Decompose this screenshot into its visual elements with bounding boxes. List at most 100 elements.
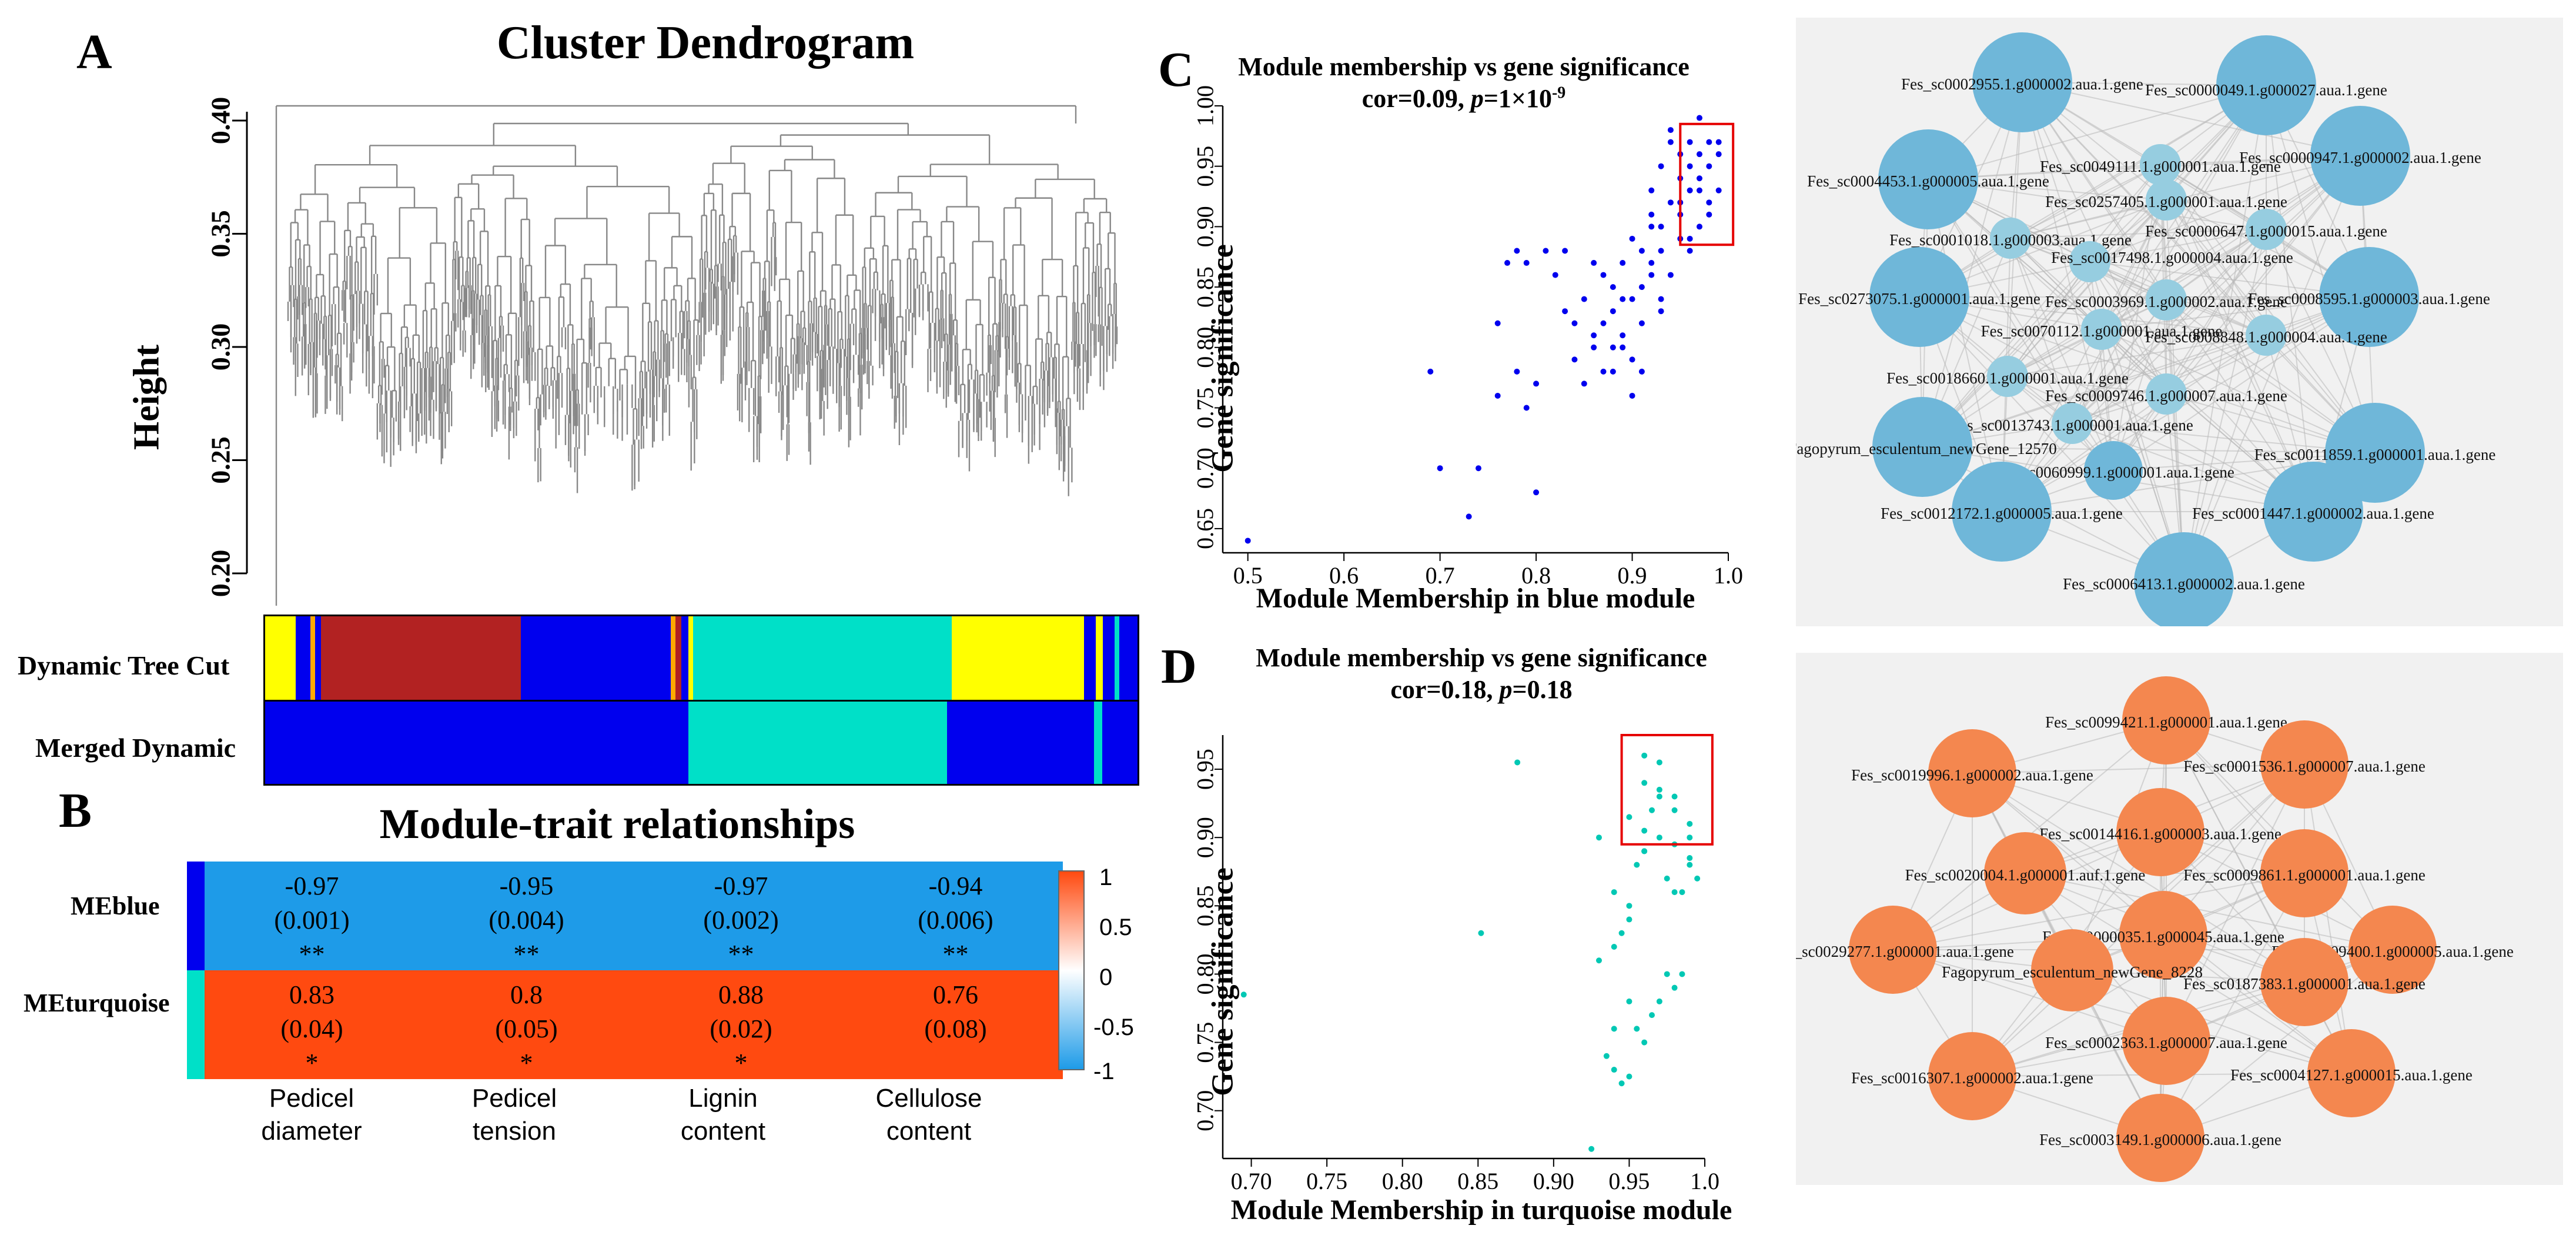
scatter-point	[1466, 513, 1472, 520]
scatter-point	[1600, 320, 1607, 326]
scatter-point	[1658, 296, 1664, 302]
scatter-point	[1641, 1039, 1648, 1046]
scatter-point	[1696, 187, 1702, 193]
node-label: Fes_sc0000049.1.g000027.aua.1.gene	[2145, 81, 2387, 99]
network-edge	[2001, 199, 2167, 512]
network-edge	[1928, 179, 2167, 395]
node-label: Fes_sc0002363.1.g000007.aua.1.gene	[2045, 1034, 2287, 1051]
node-label: Fes_sc0049111.1.g000001.aua.1.gene	[2040, 158, 2281, 175]
scatter-point	[1562, 308, 1568, 315]
scatter-point	[1706, 211, 1712, 218]
network-node	[2081, 309, 2122, 350]
cell-sig: **	[942, 940, 969, 969]
panel-a-title: Cluster Dendrogram	[496, 17, 915, 69]
panel-a-y-ticks: 0.20 0.25 0.30 0.35 0.40	[206, 97, 247, 597]
x-tick-label: 0.8	[1521, 562, 1551, 589]
panel-letter-a: A	[76, 25, 112, 79]
heatmap-cell: -0.97 (0.001) **	[205, 869, 419, 971]
scatter-point	[1638, 248, 1645, 254]
scatter-point	[1649, 807, 1655, 813]
scatter-point	[1552, 272, 1558, 278]
node-label: Fes_sc0020004.1.g000001.auf.1.gene	[1905, 866, 2146, 884]
trait-line: tension	[473, 1117, 556, 1146]
network-edge	[2007, 199, 2167, 377]
x-tick-label: 0.75	[1306, 1168, 1347, 1194]
y-tick-label: 0.90	[1192, 206, 1219, 247]
network-edge	[2010, 238, 2267, 336]
cell-cor: -0.94	[928, 872, 983, 900]
y-tick-label: 0.40	[206, 97, 236, 145]
panel-f-network: Fes_sc0099421.1.g000001.aua.1.gene Fes_sc…	[1796, 676, 2514, 1182]
color-scale-tick: 0.5	[1099, 914, 1132, 940]
scatter-point	[1427, 368, 1434, 375]
node-label: Fes_sc0001536.1.g000007.aua.1.gene	[2183, 757, 2426, 775]
color-scale-tick: 1	[1099, 864, 1113, 890]
x-tick-label: 1.0	[1690, 1168, 1719, 1194]
y-tick-label: 0.35	[206, 210, 236, 258]
dendrogram-branches	[275, 105, 1118, 606]
network-edge	[1928, 85, 2267, 180]
scatter-point	[1581, 380, 1587, 387]
cell-cor: -0.97	[714, 872, 768, 900]
scatter-point	[1634, 1026, 1640, 1032]
cell-pvalue: (0.05)	[495, 1014, 558, 1043]
network-edge	[2001, 296, 2370, 512]
y-tick-label: 0.80	[1192, 327, 1219, 368]
panel-b-title: Module-trait relationships	[379, 800, 855, 847]
cell-pvalue: (0.001)	[274, 906, 350, 934]
x-tick-label: 0.70	[1231, 1168, 1272, 1194]
node-label: Fes_sc0006413.1.g000002.aua.1.gene	[2063, 575, 2305, 593]
track-label-merged-dynamic: Merged Dynamic	[35, 733, 236, 763]
scatter-point	[1667, 272, 1674, 278]
panel-e-network: Fes_sc0002955.1.g000002.aua.1.gene Fes_sc…	[1796, 32, 2495, 626]
network-node	[2146, 373, 2187, 415]
trait-label: Pedicel tension	[432, 1082, 597, 1148]
network-edge	[2072, 296, 2370, 424]
y-tick-label: 0.65	[1192, 508, 1219, 549]
scatter-point	[1600, 368, 1607, 375]
track-label-dynamic-tree-cut: Dynamic Tree Cut	[18, 650, 230, 680]
network-edge	[2072, 764, 2305, 971]
scatter-point	[1667, 127, 1674, 133]
scatter-point	[1626, 998, 1632, 1004]
scatter-point	[1696, 115, 1702, 121]
scatter-point	[1611, 889, 1617, 896]
heatmap-row-meblue	[205, 862, 1063, 970]
network-edge	[2160, 164, 2314, 512]
network-node	[1952, 462, 2052, 562]
network-edge	[2007, 261, 2090, 377]
panel-d-scatter: 0.70 0.75 0.80 0.85 0.90 0.95 1.0 0.70 0.75 0.80 0…	[1192, 734, 1719, 1194]
network-edge	[1922, 296, 2370, 448]
scatter-point	[1656, 759, 1662, 766]
scatter-point	[1641, 752, 1648, 759]
scatter-point	[1641, 827, 1648, 834]
cell-sig: *	[520, 1049, 533, 1077]
panel-c-xlabel: Module Membership in blue module	[1256, 583, 1695, 614]
network-node	[2116, 788, 2204, 876]
highlight-box	[1679, 122, 1735, 246]
cell-cor: -0.95	[499, 872, 554, 900]
heatmap-cell: 0.88 (0.02) *	[634, 978, 848, 1080]
heatmap-row-label-meturquoise: MEturquoise	[24, 989, 170, 1017]
scatter-point	[1478, 930, 1484, 936]
scatter-point	[1514, 248, 1520, 254]
node-label: Fes_sc0017498.1.g000004.aua.1.gene	[2051, 249, 2293, 266]
scatter-point	[1620, 296, 1626, 302]
network-edge	[1972, 873, 2305, 1077]
network-node	[2246, 315, 2287, 356]
network-edge	[1892, 949, 2167, 1041]
node-label: Fes_sc0000947.1.g000002.aua.1.gene	[2239, 149, 2481, 166]
panel-letter-d: D	[1161, 639, 1197, 694]
scatter-point	[1533, 380, 1540, 387]
y-tick-label: 0.20	[206, 550, 236, 597]
cell-cor: -0.97	[285, 872, 339, 900]
scatter-point	[1603, 1053, 1610, 1059]
row-color-meturquoise	[187, 970, 205, 1079]
cell-sig: *	[305, 1049, 319, 1077]
trait-line: content	[886, 1117, 972, 1146]
network-edge	[2010, 229, 2267, 239]
network-node	[2263, 462, 2363, 562]
network-edge	[2101, 229, 2267, 330]
trait-line: Cellulose	[875, 1084, 982, 1113]
scatter-point	[1562, 248, 1568, 254]
